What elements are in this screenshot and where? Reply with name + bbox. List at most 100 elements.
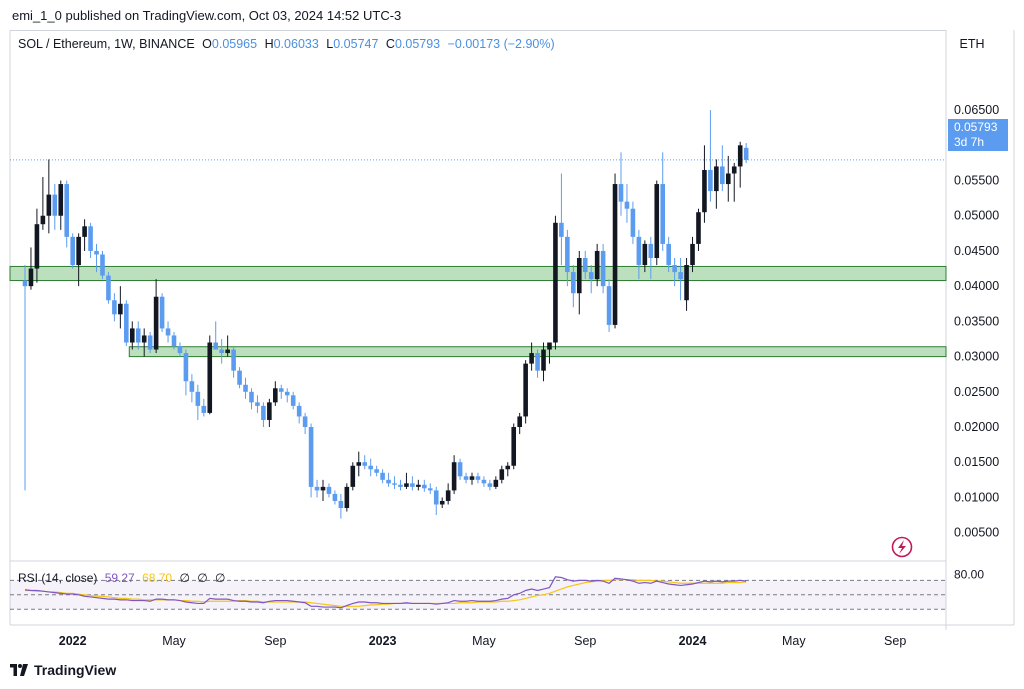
candle (594, 243, 600, 287)
candle (380, 469, 385, 484)
time-tick-label: May (782, 634, 806, 648)
candle-body (636, 236, 642, 266)
time-tick-label: 2024 (679, 634, 707, 648)
candle (344, 483, 350, 512)
candle (183, 349, 189, 396)
candle (34, 208, 40, 283)
candle (553, 215, 558, 350)
candle (88, 222, 93, 258)
candle-body (201, 405, 207, 413)
candle-body (189, 381, 195, 392)
candle-body (261, 405, 266, 420)
candle (332, 490, 338, 505)
candle (517, 412, 522, 435)
candle-body (225, 349, 230, 354)
candle (630, 201, 636, 244)
candle-body (58, 184, 64, 216)
candle-body (356, 462, 362, 466)
candle (600, 243, 606, 294)
candle (422, 479, 427, 492)
candle-body (112, 300, 117, 315)
open-value: 0.05965 (211, 37, 258, 51)
candle-body (505, 465, 511, 470)
candlesticks (22, 110, 749, 519)
candle (672, 258, 677, 287)
candle (278, 384, 284, 399)
candle-body (654, 184, 660, 258)
price-tick-label: 0.01500 (954, 455, 999, 469)
candle-body (326, 486, 332, 494)
price-tick-label: 0.03000 (954, 350, 999, 364)
candle-body (243, 384, 248, 392)
price-tick-label: 0.05000 (954, 209, 999, 223)
candle (559, 173, 564, 266)
candle-body (320, 486, 326, 491)
candle (64, 180, 70, 248)
candle (529, 342, 534, 371)
candle-body (386, 479, 391, 484)
candle-body (159, 296, 165, 329)
candle (82, 219, 87, 251)
candle-body (487, 483, 493, 487)
candle-body (630, 208, 636, 237)
symbol-name[interactable]: SOL / Ethereum, 1W, BINANCE (18, 37, 195, 51)
candle (52, 184, 58, 230)
currency-button[interactable]: ETH (959, 37, 985, 51)
candle-body (565, 236, 570, 273)
candle-body (600, 250, 606, 287)
candle-body (553, 222, 558, 343)
candle-body (666, 243, 671, 266)
candle-body (606, 286, 612, 325)
candle-body (404, 483, 409, 487)
time-tick-label: 2022 (59, 634, 87, 648)
last-price-tag: 0.05793 3d 7h (948, 119, 1008, 151)
candle (410, 476, 415, 491)
candle-body (648, 243, 654, 258)
candle (666, 236, 671, 273)
candle-body (350, 465, 356, 487)
candle (499, 465, 505, 484)
price-tick-label: 0.01000 (954, 490, 999, 504)
candle (46, 159, 52, 234)
candle-body (332, 493, 338, 501)
candle (505, 462, 511, 477)
candle (660, 152, 666, 251)
candle-body (737, 145, 743, 167)
candle (284, 388, 290, 403)
candle-body (678, 272, 683, 280)
candle (22, 265, 28, 491)
price-tick-label: 0.03500 (954, 314, 999, 328)
candle (708, 110, 713, 202)
rsi-name[interactable]: RSI (14, close) (18, 571, 98, 585)
candle (112, 293, 117, 322)
candle (290, 391, 296, 410)
candle-body (338, 500, 344, 508)
lightning-bolt-icon[interactable] (891, 536, 913, 558)
candle-body (207, 342, 213, 413)
candle (445, 483, 451, 505)
time-axis: 2022 May Sep 2023 May Sep 2024 May Sep (59, 634, 907, 648)
candle-body (559, 222, 564, 237)
candle-body (380, 472, 385, 480)
candle-body (529, 353, 534, 364)
high-label: H (264, 37, 274, 51)
candle (124, 300, 129, 347)
candle (451, 455, 457, 494)
candle (225, 335, 230, 357)
rsi-legend: RSI (14, close) 59.27 68.70 ∅ ∅ ∅ (18, 571, 227, 585)
close-value: 0.05793 (394, 37, 441, 51)
candle (118, 286, 123, 329)
candle-body (463, 476, 469, 480)
candle (28, 247, 34, 290)
main-chart-frame[interactable] (10, 30, 946, 561)
candle (523, 360, 528, 424)
candle-body (314, 486, 320, 491)
candle (153, 279, 159, 354)
candle (58, 180, 64, 230)
rsi-panel: 80.00 (10, 567, 984, 610)
candle (70, 233, 75, 269)
candle (463, 472, 469, 484)
candle-body (171, 335, 177, 347)
candle (356, 451, 362, 477)
